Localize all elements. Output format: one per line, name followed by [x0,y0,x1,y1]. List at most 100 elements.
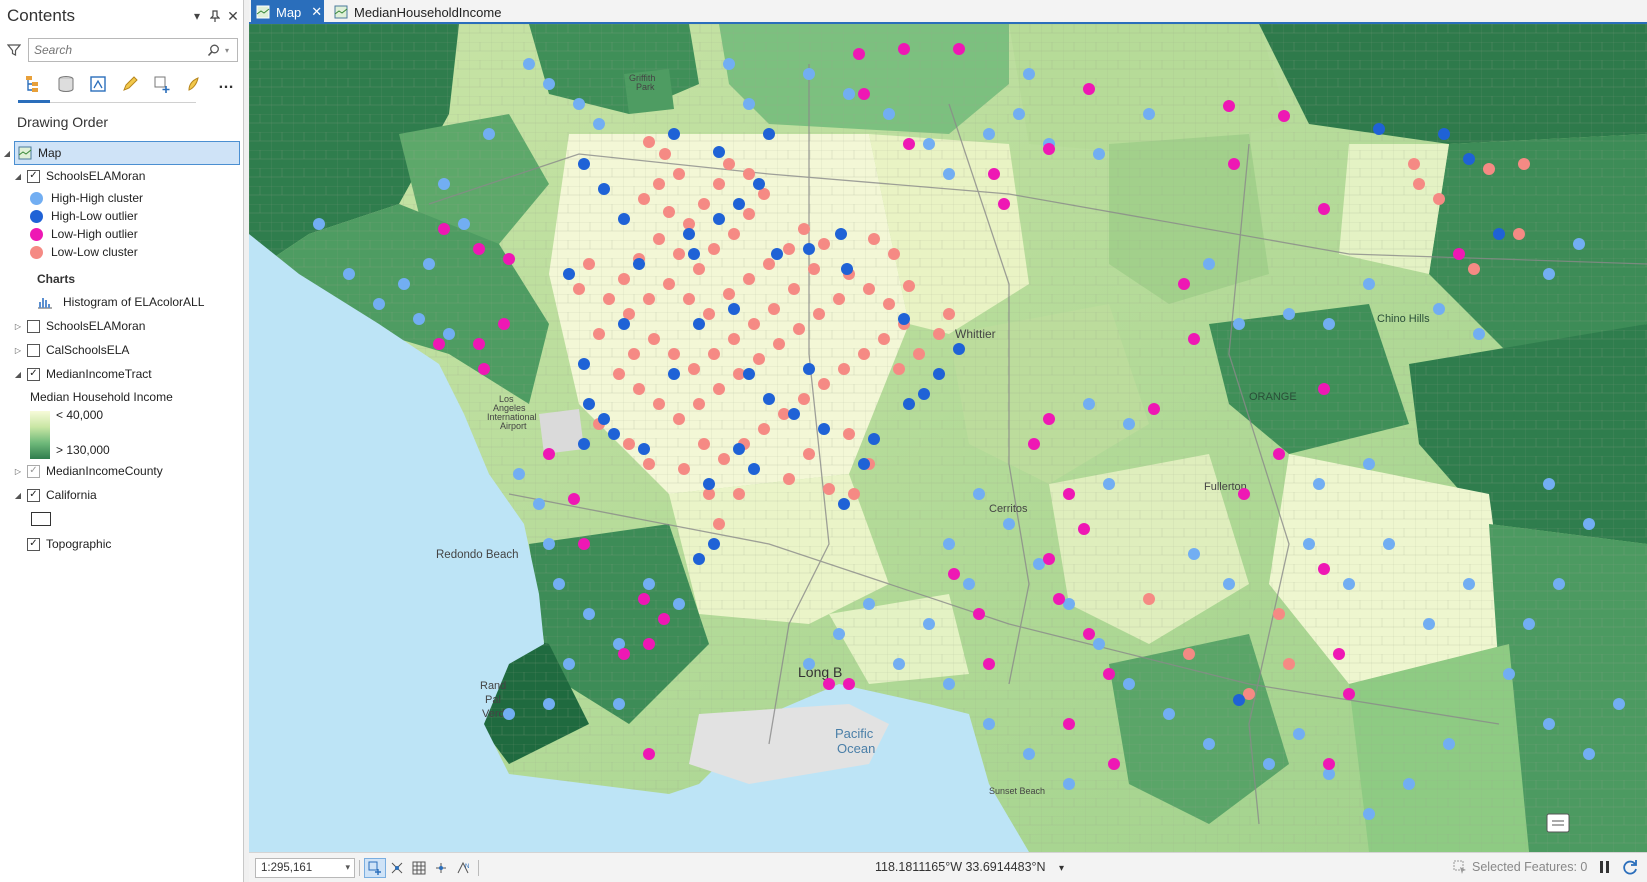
school-point[interactable] [1063,718,1075,730]
tab-median-household-income[interactable]: MedianHouseholdIncome [329,0,501,24]
school-point[interactable] [1178,278,1190,290]
school-point[interactable] [1363,458,1375,470]
school-point[interactable] [878,333,890,345]
school-point[interactable] [1123,418,1135,430]
school-point[interactable] [1108,758,1120,770]
school-point[interactable] [708,348,720,360]
school-point[interactable] [573,283,585,295]
school-point[interactable] [1553,578,1565,590]
school-point[interactable] [1148,403,1160,415]
school-point[interactable] [818,378,830,390]
chevron-down-icon[interactable]: ▾ [225,45,230,55]
school-point[interactable] [973,488,985,500]
school-point[interactable] [903,398,915,410]
school-point[interactable] [643,638,655,650]
school-point[interactable] [583,258,595,270]
school-point[interactable] [923,138,935,150]
school-point[interactable] [613,368,625,380]
school-point[interactable] [1323,318,1335,330]
school-point[interactable] [1023,748,1035,760]
school-point[interactable] [513,468,525,480]
layer-visibility-checkbox[interactable]: ✓ [27,169,40,183]
school-point[interactable] [618,213,630,225]
school-point[interactable] [1083,83,1095,95]
school-point[interactable] [1373,123,1385,135]
school-point[interactable] [613,698,625,710]
school-point[interactable] [1238,488,1250,500]
chevron-down-icon[interactable]: ▾ [345,862,350,872]
school-point[interactable] [683,228,695,240]
selected-features[interactable]: Selected Features: 0 [1453,860,1587,874]
pane-options-icon[interactable]: ▾ [193,9,201,23]
school-point[interactable] [953,343,965,355]
tree-item-california[interactable]: ◢ ✓ California [0,484,97,506]
school-point[interactable] [1203,738,1215,750]
school-point[interactable] [693,553,705,565]
school-point[interactable] [443,328,455,340]
school-point[interactable] [1028,438,1040,450]
school-point[interactable] [608,428,620,440]
school-point[interactable] [643,136,655,148]
school-point[interactable] [898,43,910,55]
school-point[interactable] [1228,158,1240,170]
school-point[interactable] [748,463,760,475]
school-point[interactable] [1143,108,1155,120]
school-point[interactable] [683,218,695,230]
school-point[interactable] [713,518,725,530]
close-icon[interactable]: ✕ [227,7,239,24]
school-point[interactable] [1063,778,1075,790]
map-message-icon[interactable] [1546,813,1570,833]
school-point[interactable] [783,473,795,485]
school-point[interactable] [713,213,725,225]
school-point[interactable] [1263,758,1275,770]
school-point[interactable] [1583,518,1595,530]
school-point[interactable] [983,128,995,140]
school-point[interactable] [1433,193,1445,205]
school-point[interactable] [1583,748,1595,760]
school-point[interactable] [803,448,815,460]
school-point[interactable] [1188,333,1200,345]
tree-item-median-county[interactable]: ▷ ✓ MedianIncomeCounty [0,460,163,482]
expand-icon[interactable]: ▷ [14,345,22,355]
school-point[interactable] [853,48,865,60]
school-point[interactable] [723,158,735,170]
school-point[interactable] [503,253,515,265]
school-point[interactable] [659,148,671,160]
school-point[interactable] [818,238,830,250]
school-point[interactable] [643,458,655,470]
school-point[interactable] [1243,688,1255,700]
school-point[interactable] [733,198,745,210]
school-point[interactable] [643,293,655,305]
school-point[interactable] [713,383,725,395]
school-point[interactable] [768,303,780,315]
search-icon[interactable] [205,42,221,58]
school-point[interactable] [803,658,815,670]
school-point[interactable] [1223,578,1235,590]
school-point[interactable] [803,243,815,255]
school-point[interactable] [948,568,960,580]
school-point[interactable] [893,363,905,375]
chevron-down-icon[interactable]: ▾ [1059,863,1065,874]
school-point[interactable] [748,318,760,330]
school-point[interactable] [943,168,955,180]
school-point[interactable] [733,443,745,455]
school-point[interactable] [628,348,640,360]
school-point[interactable] [563,268,575,280]
tree-item-schools-moran[interactable]: ◢ ✓ SchoolsELAMoran [0,165,145,187]
school-point[interactable] [758,423,770,435]
school-point[interactable] [883,298,895,310]
school-point[interactable] [578,158,590,170]
school-point[interactable] [653,398,665,410]
scale-dropdown[interactable]: 1:295,161 ▾ [255,857,355,878]
school-point[interactable] [798,223,810,235]
school-point[interactable] [698,438,710,450]
school-point[interactable] [1483,163,1495,175]
school-point[interactable] [863,283,875,295]
school-point[interactable] [1543,268,1555,280]
school-point[interactable] [841,263,853,275]
school-point[interactable] [1453,248,1465,260]
school-point[interactable] [438,223,450,235]
school-point[interactable] [613,638,625,650]
school-point[interactable] [868,433,880,445]
school-point[interactable] [713,146,725,158]
